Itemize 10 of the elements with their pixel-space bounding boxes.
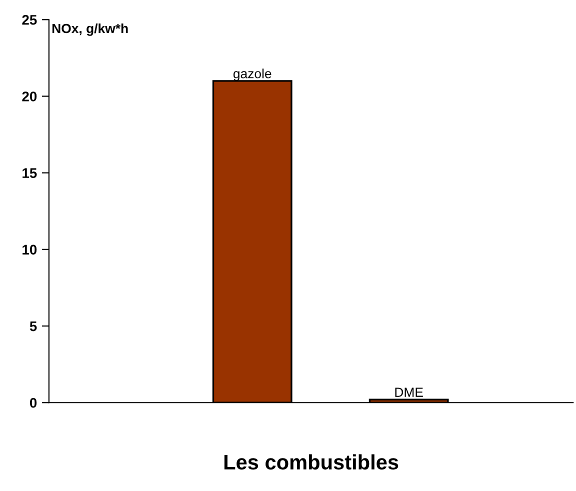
y-tick-label: 15 [22, 168, 37, 178]
x-axis-title: Les combustibles [224, 454, 398, 470]
x-tick-label: DME [395, 388, 423, 397]
y-tick-label: 20 [22, 92, 37, 102]
y-tick-label: 0 [30, 398, 37, 408]
x-tick-label: gazole [233, 68, 272, 81]
y-axis-title: NOx, g/kw*h [52, 23, 128, 36]
y-tick-label: 25 [22, 14, 37, 25]
y-tick-label: 5 [30, 322, 37, 332]
y-tick-label: 10 [22, 244, 37, 255]
